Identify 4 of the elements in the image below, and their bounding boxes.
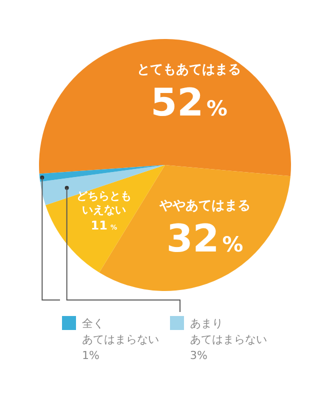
data-label: 3% <box>190 349 208 362</box>
data-label: 1% <box>82 349 100 362</box>
legend-label: あまりあてはまらない <box>190 317 267 346</box>
legend-label: 全くあてはまらない <box>82 317 159 346</box>
